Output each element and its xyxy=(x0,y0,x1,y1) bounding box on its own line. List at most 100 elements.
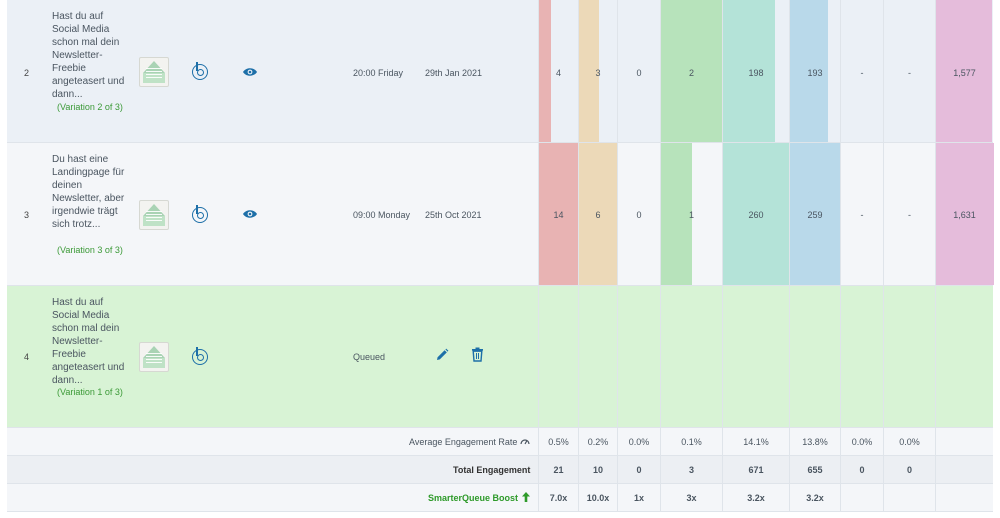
boost-value: 3.2x xyxy=(806,493,824,503)
metric-cell: 3 xyxy=(578,0,617,142)
buffer-icon[interactable] xyxy=(192,347,208,365)
row-index: 4 xyxy=(24,352,30,362)
metric-value: - xyxy=(908,68,911,78)
metric-value: 259 xyxy=(807,210,823,220)
variation-label: (Variation 2 of 3) xyxy=(57,102,123,112)
metric-value: 3 xyxy=(595,68,601,78)
metric-value: 1,577 xyxy=(953,68,976,78)
pencil-icon[interactable] xyxy=(435,348,449,362)
row-index: 3 xyxy=(24,210,30,220)
metric-cell: 4 xyxy=(538,0,578,142)
metric-cell: 198 xyxy=(722,0,789,142)
post-title[interactable]: Hast du auf Social Media schon mal dein … xyxy=(52,297,125,386)
metric-cell: - xyxy=(840,0,883,142)
metric-value: 4 xyxy=(555,68,561,78)
eye-icon[interactable] xyxy=(242,67,258,77)
boost-label: SmarterQueue Boost xyxy=(428,493,519,503)
post-title[interactable]: Du hast eine Landingpage für deinen News… xyxy=(52,154,125,230)
avg-value: 13.8% xyxy=(802,437,828,447)
metric-cell: 260 xyxy=(722,143,790,285)
metric-cell: 1,631 xyxy=(935,143,994,285)
avg-value: 0.1% xyxy=(681,437,702,447)
buffer-icon[interactable] xyxy=(192,205,208,223)
metric-value: 193 xyxy=(807,68,823,78)
metric-value: 260 xyxy=(748,210,764,220)
schedule-date: 25th Oct 2021 xyxy=(425,210,482,220)
average-engagement-label: Average Engagement Rate xyxy=(409,437,518,447)
average-engagement-row: Average Engagement Rate 0.5% 0.2% 0.0% 0… xyxy=(7,428,993,456)
post-thumbnail[interactable] xyxy=(139,342,169,372)
metric-cell xyxy=(538,286,578,427)
metric-cell: 0 xyxy=(617,0,660,142)
boost-row: SmarterQueue Boost 7.0x 10.0x 1x 3x 3.2x… xyxy=(7,484,993,512)
table-row: 2 Hast du auf Social Media schon mal dei… xyxy=(7,0,993,143)
metric-value: 14 xyxy=(553,210,564,220)
metric-cell: - xyxy=(883,143,935,285)
metric-value: 6 xyxy=(595,210,601,220)
table-row: 3 Du hast eine Landingpage für deinen Ne… xyxy=(7,143,994,286)
metric-value: 1 xyxy=(688,210,694,220)
variation-label: (Variation 1 of 3) xyxy=(57,387,123,397)
schedule-date: 29th Jan 2021 xyxy=(425,68,483,78)
row-index: 2 xyxy=(24,68,30,78)
metric-value: - xyxy=(860,68,864,78)
metric-value: 198 xyxy=(748,68,764,78)
total-value: 0 xyxy=(859,465,865,475)
metric-cell: 0 xyxy=(617,143,660,285)
metric-cell xyxy=(722,286,789,427)
buffer-icon[interactable] xyxy=(192,62,208,80)
metric-value: - xyxy=(860,210,864,220)
variation-label: (Variation 3 of 3) xyxy=(57,245,123,255)
engagement-table: 2 Hast du auf Social Media schon mal dei… xyxy=(7,0,994,518)
total-engagement-row: Total Engagement 21 10 0 3 671 655 0 0 xyxy=(7,456,993,484)
avg-value: 0.0% xyxy=(628,437,650,447)
boost-value: 3.2x xyxy=(747,493,765,503)
metric-cell: 1,577 xyxy=(935,0,993,142)
metric-cell: - xyxy=(883,0,935,142)
metric-value: 0 xyxy=(636,68,642,78)
total-value: 0 xyxy=(906,465,912,475)
schedule-time: 09:00 Monday xyxy=(353,210,411,220)
total-value: 655 xyxy=(807,465,823,475)
metric-value: 1,631 xyxy=(953,210,976,220)
metric-cell: 193 xyxy=(789,0,840,142)
metric-cell xyxy=(578,286,617,427)
total-engagement-label: Total Engagement xyxy=(453,465,531,475)
metric-cell: 1 xyxy=(660,143,722,285)
total-value: 0 xyxy=(636,465,642,475)
metric-cell: 6 xyxy=(578,143,618,285)
metric-value: 2 xyxy=(688,68,694,78)
trash-icon[interactable] xyxy=(471,347,484,362)
queued-status: Queued xyxy=(353,352,386,362)
boost-value: 10.0x xyxy=(586,493,610,503)
avg-value: 0.0% xyxy=(851,437,873,447)
boost-value: 1x xyxy=(633,493,644,503)
metric-cell xyxy=(883,286,935,427)
post-title[interactable]: Hast du auf Social Media schon mal dein … xyxy=(52,11,125,100)
avg-value: 0.0% xyxy=(899,437,920,447)
boost-value: 7.0x xyxy=(549,493,568,503)
gauge-icon[interactable] xyxy=(520,437,530,445)
avg-value: 0.2% xyxy=(587,437,609,447)
metric-cell xyxy=(617,286,660,427)
boost-value: 3x xyxy=(686,493,697,503)
arrow-up-icon xyxy=(522,492,530,502)
eye-icon[interactable] xyxy=(242,209,258,219)
post-thumbnail[interactable] xyxy=(139,57,169,87)
metric-cell: - xyxy=(840,143,883,285)
metric-cell xyxy=(789,286,840,427)
avg-value: 14.1% xyxy=(743,437,769,447)
metric-value: 0 xyxy=(636,210,642,220)
metric-cell xyxy=(840,286,883,427)
metric-cell xyxy=(935,286,993,427)
schedule-time: 20:00 Friday xyxy=(353,68,404,78)
metric-cell: 14 xyxy=(538,143,579,285)
total-value: 10 xyxy=(592,465,603,475)
avg-value: 0.5% xyxy=(548,437,569,447)
metric-cell: 259 xyxy=(789,143,841,285)
metric-cell: 2 xyxy=(660,0,723,142)
total-value: 671 xyxy=(748,465,764,475)
post-thumbnail[interactable] xyxy=(139,200,169,230)
total-value: 3 xyxy=(688,465,694,475)
metric-value: - xyxy=(908,210,911,220)
